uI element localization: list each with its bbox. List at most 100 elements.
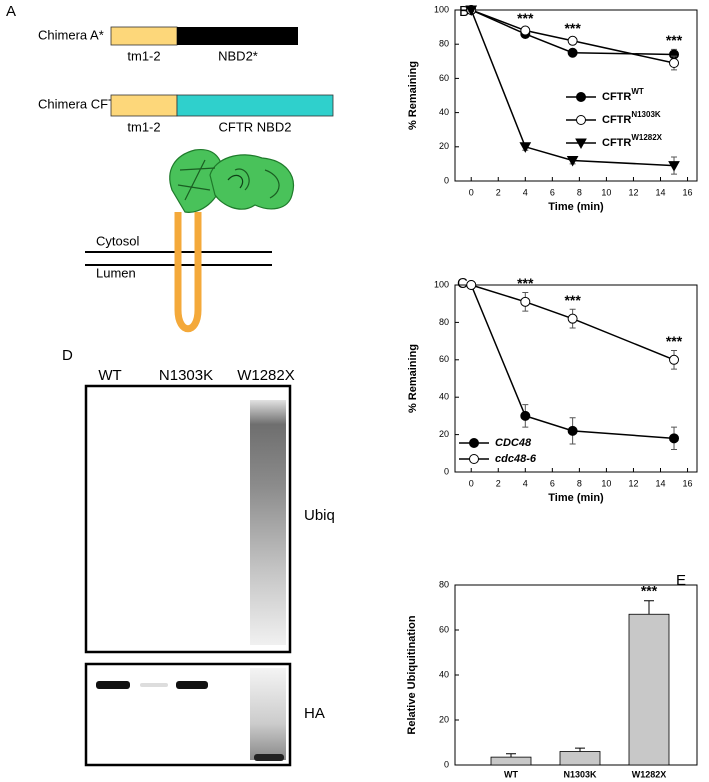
x-tick-label: 10 — [601, 478, 611, 488]
y-tick-label: 80 — [439, 317, 449, 327]
panel-label: D — [62, 347, 73, 364]
x-tick-label: 14 — [655, 187, 665, 197]
x-tick-label: 4 — [523, 187, 528, 197]
x-tick-label: 12 — [628, 478, 638, 488]
legend-name: CDC48 — [495, 437, 532, 449]
nbd-segment — [177, 27, 298, 45]
lane-label: W1282X — [237, 367, 295, 384]
tm-segment — [110, 26, 178, 46]
legend-superscript: N1303K — [631, 110, 661, 119]
y-tick-label: 60 — [439, 73, 449, 83]
x-tick-label: 6 — [550, 187, 555, 197]
error-bar — [644, 600, 654, 615]
x-axis-label: Time (min) — [548, 201, 604, 213]
x-axis-label: Time (min) — [548, 492, 604, 504]
significance: *** — [564, 20, 581, 36]
y-tick-label: 60 — [439, 624, 449, 634]
bar — [628, 613, 670, 766]
plot-frame — [454, 9, 698, 182]
y-tick-label: 20 — [439, 429, 449, 439]
data-point — [567, 313, 578, 324]
y-tick-label: 0 — [444, 759, 449, 769]
y-tick-label: 20 — [439, 714, 449, 724]
data-point — [567, 47, 578, 58]
legend-marker — [469, 438, 479, 448]
legend-name: CFTR — [602, 137, 631, 149]
legend-marker — [576, 115, 586, 125]
ha-band — [96, 681, 130, 689]
bar — [559, 751, 601, 766]
plot-frame — [454, 284, 698, 473]
legend-marker — [576, 92, 586, 102]
x-tick-label: N1303K — [563, 769, 597, 779]
tm-segment — [110, 94, 178, 117]
segment-label: tm1-2 — [127, 48, 160, 63]
bar — [490, 756, 532, 766]
legend-label: CFTRWT — [602, 87, 644, 103]
y-tick-label: 40 — [439, 107, 449, 117]
series-line — [470, 9, 675, 167]
x-tick-label: W1282X — [632, 769, 667, 779]
data-point — [567, 35, 578, 46]
data-point — [567, 425, 578, 436]
data-point — [519, 142, 532, 153]
y-axis-label: Relative Ubiquitination — [406, 615, 418, 734]
error-bar — [506, 753, 516, 758]
significance: *** — [517, 10, 534, 26]
data-point — [466, 280, 477, 290]
ha-band — [254, 754, 284, 761]
ha-smear — [250, 668, 286, 760]
lane-label: N1303K — [159, 367, 213, 384]
y-tick-label: 0 — [444, 175, 449, 185]
ubiquitin-smear — [250, 400, 286, 645]
y-axis-label: % Remaining — [407, 61, 419, 130]
series-line — [470, 284, 675, 440]
legend-marker — [576, 115, 586, 125]
legend-name: cdc48-6 — [495, 453, 537, 465]
y-tick-label: 60 — [439, 354, 449, 364]
series-line — [470, 9, 675, 64]
x-tick-label: 14 — [655, 478, 665, 488]
segment-label: CFTR NBD2 — [219, 119, 292, 134]
lane-label: WT — [98, 367, 121, 384]
x-tick-label: 0 — [469, 478, 474, 488]
construct-name: Chimera CFTR — [38, 96, 125, 111]
compartment-label: Cytosol — [96, 233, 139, 248]
data-point — [566, 155, 579, 167]
significance: *** — [517, 275, 534, 291]
legend-marker — [575, 138, 587, 150]
x-tick-label: 16 — [683, 187, 693, 197]
data-point — [669, 433, 680, 444]
legend-label: CFTRW1282X — [602, 133, 663, 149]
data-point — [669, 354, 680, 365]
data-point — [668, 161, 680, 172]
significance: *** — [564, 292, 581, 308]
legend-label: CDC48 — [495, 437, 532, 449]
legend-name: CFTR — [602, 91, 631, 103]
legend-marker — [576, 92, 586, 102]
legend-marker — [469, 454, 479, 464]
panel-label: B — [459, 3, 469, 20]
data-point — [520, 410, 531, 421]
y-tick-label: 40 — [439, 669, 449, 679]
tm-helices — [174, 212, 202, 333]
legend-marker — [469, 454, 479, 464]
x-tick-label: WT — [504, 769, 518, 779]
x-tick-label: 10 — [601, 187, 611, 197]
panel-label: C — [457, 275, 468, 292]
legend-superscript: W1282X — [631, 133, 662, 142]
significance: *** — [641, 582, 658, 598]
legend-marker — [469, 438, 479, 448]
ha-band — [140, 683, 168, 687]
legend-marker — [575, 138, 587, 150]
x-tick-label: 2 — [496, 187, 501, 197]
x-tick-label: 8 — [577, 187, 582, 197]
significance: *** — [666, 333, 683, 349]
y-tick-label: 40 — [439, 392, 449, 402]
x-tick-label: 16 — [683, 478, 693, 488]
nbd-segment — [176, 94, 334, 117]
series-line — [471, 284, 675, 361]
y-tick-label: 20 — [439, 141, 449, 151]
legend-label: CFTRN1303K — [602, 110, 661, 126]
y-tick-label: 100 — [434, 4, 449, 14]
